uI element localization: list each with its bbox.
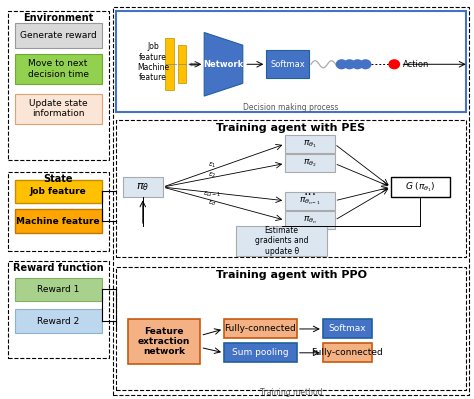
Text: Action: Action xyxy=(403,60,429,69)
Text: $\epsilon_2$: $\epsilon_2$ xyxy=(208,171,217,180)
Text: $\epsilon_1$: $\epsilon_1$ xyxy=(208,161,217,170)
Text: Sum pooling: Sum pooling xyxy=(232,348,289,357)
Circle shape xyxy=(345,60,355,69)
Text: Fully-connected: Fully-connected xyxy=(311,348,383,357)
Text: Job
feature
Machine
feature: Job feature Machine feature xyxy=(137,42,169,82)
Bar xyxy=(178,45,186,83)
Bar xyxy=(116,11,466,112)
Circle shape xyxy=(360,60,371,69)
Text: State: State xyxy=(44,174,73,184)
Polygon shape xyxy=(204,32,243,96)
Text: Softmax: Softmax xyxy=(328,324,366,334)
Text: Feature
extraction
network: Feature extraction network xyxy=(138,326,190,356)
Bar xyxy=(236,226,328,256)
Bar xyxy=(15,278,101,301)
Bar xyxy=(165,38,173,90)
Text: Fully-connected: Fully-connected xyxy=(225,324,296,334)
Text: $\epsilon_\sigma$: $\epsilon_\sigma$ xyxy=(208,199,217,208)
Bar xyxy=(15,180,101,203)
Bar xyxy=(123,177,163,198)
Text: $\pi_{\theta_{n-1}}$: $\pi_{\theta_{n-1}}$ xyxy=(299,195,321,207)
Bar xyxy=(285,192,335,210)
Text: Job feature: Job feature xyxy=(30,187,86,196)
Bar xyxy=(15,94,101,124)
Bar xyxy=(116,267,466,390)
Text: $G\ (\pi_{\theta_1})$: $G\ (\pi_{\theta_1})$ xyxy=(405,180,436,194)
Bar xyxy=(116,120,466,257)
Text: $\pi_{\theta_1}$: $\pi_{\theta_1}$ xyxy=(303,138,317,150)
Text: Training agent with PES: Training agent with PES xyxy=(217,123,365,133)
Circle shape xyxy=(352,60,363,69)
Text: Update state
information: Update state information xyxy=(29,99,87,119)
Text: Generate reward: Generate reward xyxy=(20,31,97,40)
Bar xyxy=(266,50,309,78)
Bar xyxy=(8,172,109,251)
Bar xyxy=(128,319,201,364)
Text: Softmax: Softmax xyxy=(270,60,305,69)
Bar xyxy=(285,135,335,153)
Text: Reward 1: Reward 1 xyxy=(37,285,79,294)
Bar xyxy=(15,23,101,48)
Circle shape xyxy=(389,60,400,69)
Text: $\pi_{\theta_2}$: $\pi_{\theta_2}$ xyxy=(303,158,317,169)
Text: Training method: Training method xyxy=(260,388,322,397)
Bar xyxy=(323,320,372,338)
Text: Reward function: Reward function xyxy=(13,263,103,273)
Bar xyxy=(285,154,335,172)
Bar xyxy=(224,320,297,338)
Bar xyxy=(8,11,109,160)
Text: Network: Network xyxy=(203,60,244,69)
Bar xyxy=(323,343,372,362)
Bar xyxy=(224,343,297,362)
Text: $\epsilon_{\omega-1}$: $\epsilon_{\omega-1}$ xyxy=(203,190,221,199)
Text: $\pi_\theta$: $\pi_\theta$ xyxy=(136,181,149,193)
Text: Environment: Environment xyxy=(23,13,93,23)
Text: ...: ... xyxy=(303,184,316,198)
Bar xyxy=(113,7,469,395)
Text: Machine feature: Machine feature xyxy=(16,217,100,226)
Bar xyxy=(15,310,101,332)
Circle shape xyxy=(337,60,347,69)
Text: $\pi_{\theta_n}$: $\pi_{\theta_n}$ xyxy=(303,215,317,226)
Text: Estimate
gradients and
update θ: Estimate gradients and update θ xyxy=(255,226,309,256)
Bar xyxy=(285,211,335,229)
Text: Reward 2: Reward 2 xyxy=(37,316,79,326)
Text: Move to next
decision time: Move to next decision time xyxy=(27,59,89,79)
Text: Training agent with PPO: Training agent with PPO xyxy=(216,270,366,280)
Bar xyxy=(391,177,450,198)
Bar xyxy=(8,261,109,358)
Bar xyxy=(15,54,101,84)
Text: Decision making process: Decision making process xyxy=(243,103,339,113)
Bar xyxy=(15,209,101,233)
